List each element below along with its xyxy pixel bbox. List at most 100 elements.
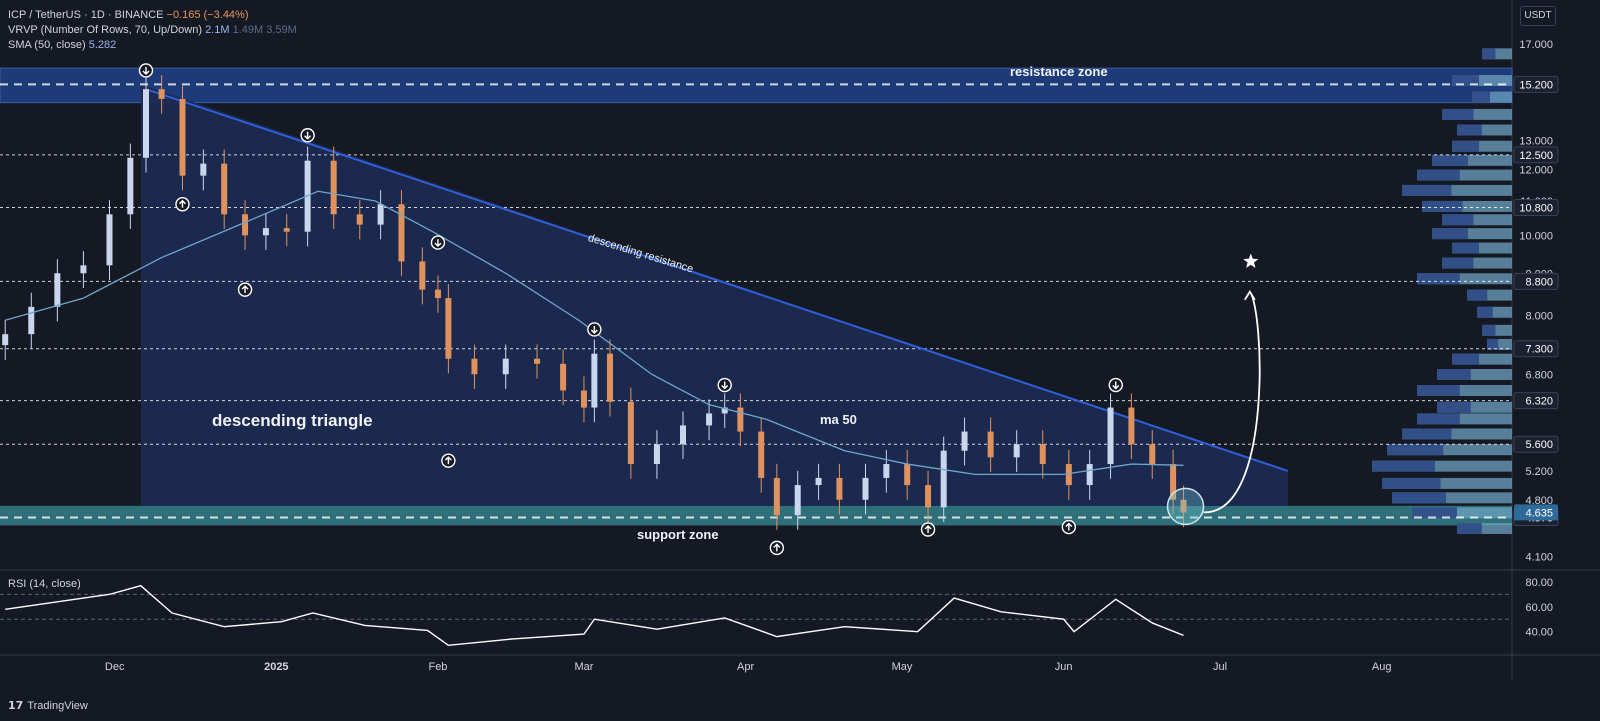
candle — [1013, 444, 1020, 458]
x-tick-label: May — [892, 661, 913, 673]
highlight-circle — [1166, 487, 1205, 526]
volume-profile-bar — [1422, 200, 1512, 212]
currency-selector[interactable]: USDT — [1520, 6, 1556, 26]
candle — [580, 390, 587, 408]
volume-profile-bar — [1432, 228, 1512, 240]
sma-legend[interactable]: SMA (50, close) 5.282 — [8, 38, 116, 52]
descending-resistance-line — [145, 88, 1289, 472]
volume-profile-bar — [1372, 460, 1512, 472]
symbol-title[interactable]: ICP / TetherUS · 1D · BINANCE — [8, 9, 164, 21]
up-arrow-glyph — [924, 524, 932, 533]
up-arrow-glyph — [444, 456, 452, 465]
volume-profile-bar — [1432, 154, 1512, 166]
volume-profile-bar-down — [1482, 324, 1496, 336]
down-arrow-glyph — [1112, 381, 1120, 390]
candle — [904, 464, 911, 486]
candle — [1149, 444, 1156, 465]
volume-profile-bar — [1437, 401, 1512, 413]
level-price-tag — [1513, 199, 1559, 217]
candle — [330, 160, 337, 215]
candle — [179, 98, 186, 176]
candle — [377, 204, 384, 225]
descending-triangle-label: descending triangle — [212, 411, 373, 430]
volume-profile-bar — [1452, 75, 1512, 87]
vrvp-value-2: 1.49M — [232, 24, 264, 36]
up-arrow-glyph — [773, 543, 781, 552]
candle — [221, 163, 228, 215]
volume-profile-bar — [1457, 124, 1512, 136]
volume-profile-bar — [1402, 428, 1512, 440]
candle — [560, 363, 567, 391]
candle — [471, 358, 478, 375]
down-arrow-glyph — [304, 131, 312, 140]
candle — [883, 464, 890, 478]
volume-profile-bar — [1417, 273, 1512, 285]
vrvp-legend[interactable]: VRVP (Number Of Rows, 70, Up/Down) 2.1M … — [8, 23, 297, 37]
x-tick-label: Apr — [737, 661, 754, 673]
candle — [2, 334, 9, 346]
level-price-tag — [1513, 75, 1559, 93]
target-star-icon — [1243, 253, 1259, 268]
volume-profile-bar — [1417, 169, 1512, 181]
rsi-label: RSI (14, close) — [8, 578, 81, 590]
volume-profile-bar-down — [1437, 368, 1471, 380]
candle — [680, 425, 687, 445]
volume-profile-bar-down — [1372, 460, 1435, 472]
volume-profile-bar-down — [1402, 428, 1452, 440]
tradingview-logo-icon: 17 — [8, 699, 24, 712]
volume-profile-bar — [1487, 338, 1512, 350]
candle — [653, 444, 660, 465]
candle — [836, 477, 843, 500]
level-price-label: 7.300 — [1525, 344, 1553, 356]
candle — [1039, 444, 1046, 465]
down-arrow-glyph — [590, 325, 598, 334]
symbol-legend: ICP / TetherUS · 1D · BINANCE −0.165 (−3… — [8, 8, 249, 22]
x-tick-label: Feb — [428, 661, 447, 673]
candle — [961, 431, 968, 451]
x-tick-label: 2025 — [264, 661, 288, 673]
level-price-label: 10.800 — [1519, 203, 1553, 215]
volume-profile-bar-down — [1472, 91, 1490, 103]
volume-profile-bar-down — [1422, 200, 1463, 212]
volume-profile-bar-down — [1417, 169, 1460, 181]
candle — [200, 163, 207, 176]
volume-profile-bar-down — [1452, 140, 1479, 152]
x-tick-label: Dec — [105, 661, 125, 673]
candle — [758, 431, 765, 478]
volume-profile-bar — [1437, 368, 1512, 380]
candle — [773, 477, 780, 516]
support-zone-label: support zone — [637, 527, 719, 542]
volume-profile-bar-down — [1457, 124, 1482, 136]
volume-profile-bar — [1477, 306, 1512, 318]
volume-profile-bar-down — [1392, 492, 1446, 504]
volume-profile-bar — [1482, 324, 1512, 336]
candle — [283, 228, 290, 232]
candle — [706, 413, 713, 426]
projection-arrow — [1203, 291, 1261, 514]
up-arrow-glyph — [178, 199, 186, 208]
level-price-label: 12.500 — [1519, 150, 1553, 162]
brand[interactable]: 17 TradingView — [8, 699, 88, 712]
rsi-tick-label: 80.00 — [1525, 577, 1553, 589]
rsi-legend[interactable]: RSI (14, close) — [8, 577, 81, 591]
projection-arrowhead — [1244, 290, 1256, 301]
level-price-tag — [1513, 146, 1559, 164]
volume-profile-bar — [1442, 108, 1512, 120]
down-arrow-glyph — [434, 239, 442, 248]
y-tick-label: 6.800 — [1525, 369, 1553, 381]
brand-label: TradingView — [27, 700, 88, 712]
volume-profile-bar-down — [1467, 289, 1488, 301]
candle — [794, 485, 801, 516]
rsi-tick-label: 60.00 — [1525, 602, 1553, 614]
resistance-zone-label: resistance zone — [1010, 64, 1108, 79]
volume-profile-bar-down — [1412, 507, 1457, 519]
volume-profile-bar-down — [1442, 214, 1474, 226]
volume-profile-bar-down — [1417, 413, 1460, 425]
volume-profile-bar — [1392, 492, 1512, 504]
vrvp-value-3: 3.59M — [266, 24, 297, 36]
volume-profile-bar — [1452, 242, 1512, 254]
x-tick-label: Aug — [1372, 661, 1392, 673]
volume-profile-bar-down — [1417, 385, 1460, 396]
rsi-tick-label: 40.00 — [1525, 627, 1553, 639]
